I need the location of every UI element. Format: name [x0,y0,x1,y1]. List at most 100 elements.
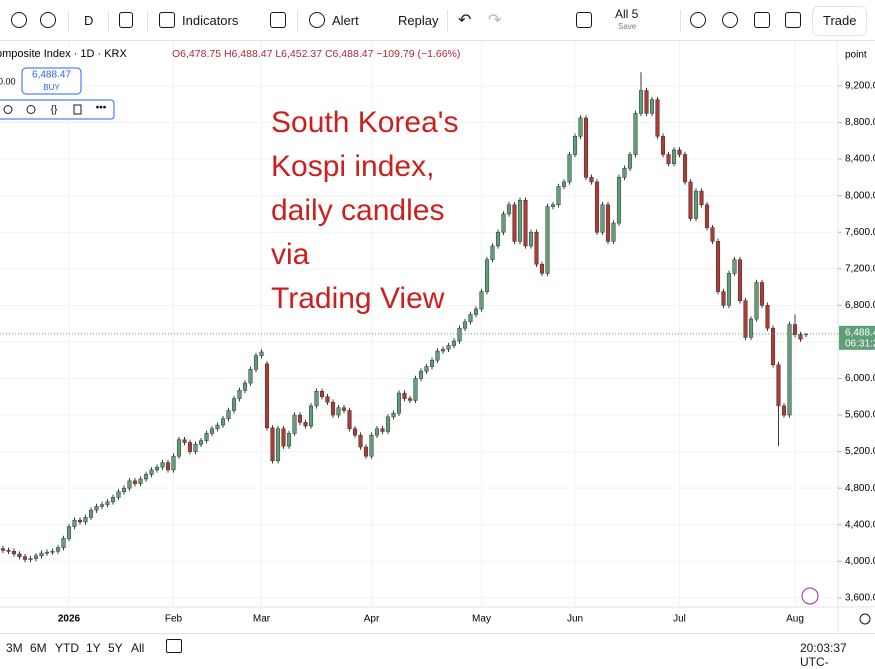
candle-body [457,327,462,342]
candle-body [165,462,171,471]
candle-body [248,369,253,384]
chart-type-icon[interactable] [119,12,133,28]
indicators-icon[interactable] [159,12,175,28]
settings-icon[interactable] [722,12,738,28]
indicators[interactable]: Indicators [182,13,239,28]
candle-body [726,273,732,306]
alert-icon[interactable] [309,12,325,28]
candle-body [770,327,776,366]
alert[interactable]: Alert [332,13,359,28]
candle-body [66,526,72,539]
x-tick-label: Feb [165,614,183,625]
candle-body [187,442,193,452]
snapshot-icon[interactable] [785,12,801,28]
candle-body [176,439,182,457]
candle-body [380,428,385,432]
candle-body [622,167,627,178]
candle-body [105,501,110,505]
layout[interactable]: All 5 [615,7,639,21]
clock: 20:03:37 UTC- [800,641,847,669]
candle-body [688,181,693,219]
interval[interactable]: D [84,13,94,28]
y-tick-label: 3,600.00 [845,592,875,603]
buy-price[interactable]: 6,488.47 [32,70,71,81]
candle-body [407,398,413,401]
candle-body [149,469,154,475]
range[interactable]: 1Y [86,641,101,655]
candle-body [292,414,297,434]
candle-body [655,99,660,137]
buy-label[interactable]: BUY [43,83,60,92]
candle-body [215,424,220,430]
candle-body [253,355,259,370]
candle-body [33,555,39,559]
candle-body [352,428,358,436]
trade[interactable]: Trade [812,6,868,36]
save[interactable]: Save [618,22,637,31]
candle-body [677,149,682,155]
account-icon[interactable] [11,12,27,28]
candle-body [682,154,688,183]
candle-body [286,433,292,447]
events-icon[interactable] [801,587,819,605]
candle-body [314,391,319,407]
candle-body [594,181,600,233]
candle-body [501,213,506,233]
undo[interactable]: ↶ [458,12,472,29]
candle-body [220,418,226,426]
candle-body [583,117,589,178]
candles [0,72,809,563]
range[interactable]: YTD [55,641,79,655]
redo[interactable]: ↷ [488,12,502,29]
more-icon[interactable]: ••• [96,103,107,114]
countdown: 06:31:2 [845,338,875,349]
candle-body [369,434,374,457]
delete-icon[interactable] [73,104,82,115]
candle-body [204,433,209,441]
annotation-line: via [271,238,310,271]
range[interactable]: 3M [6,641,23,655]
candle-body [347,410,352,430]
candle-body [633,113,638,155]
candle-body [297,414,303,423]
hide-icon[interactable] [3,105,13,114]
candle-body [798,334,803,340]
candle-body [413,378,418,401]
candle-body [22,556,28,560]
candle-body [517,199,523,242]
templates-icon[interactable] [270,12,286,28]
range[interactable]: 5Y [108,641,123,655]
candle-body [396,392,402,414]
candle-body [55,547,61,552]
y-tick-label: 4,000.00 [845,556,875,567]
axis-settings-icon[interactable] [859,613,871,625]
candle-body [72,519,77,527]
candle-body [539,263,545,274]
candle-body [638,90,644,114]
range[interactable]: All [131,641,145,655]
settings-icon[interactable] [26,105,36,114]
replay[interactable]: Replay [398,13,439,28]
annotation-line: South Korea's [271,106,459,139]
goto-date-icon[interactable] [166,639,182,653]
range[interactable]: 6M [30,641,47,655]
y-tick-label: 4,800.00 [845,483,875,494]
candle-body [121,487,127,493]
series-actions [0,99,115,120]
fullscreen-icon[interactable] [754,12,770,28]
buy-button[interactable] [21,67,82,95]
layout-icon[interactable] [576,12,592,28]
candle-body [6,550,11,552]
source-icon[interactable]: {} [51,105,58,116]
candle-body [671,149,677,164]
candle-body [61,538,66,548]
candle-body [330,401,336,416]
candle-body [440,348,446,352]
search-icon[interactable] [690,12,706,28]
add-symbol-icon[interactable] [40,12,56,28]
candle-body [281,428,286,447]
x-tick-label: Apr [364,614,380,625]
candle-body [319,391,325,398]
candle-body [209,428,215,434]
